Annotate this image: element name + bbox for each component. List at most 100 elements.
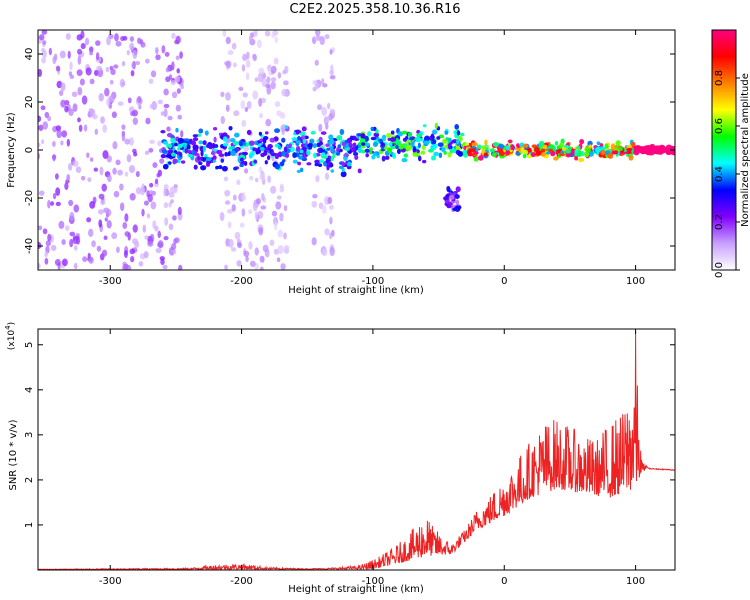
spectrogram-cell xyxy=(242,92,248,98)
spectrogram-cell xyxy=(420,150,426,155)
spectrogram-cell xyxy=(498,143,505,149)
spectrogram-cell xyxy=(188,138,193,143)
spectrogram-cell xyxy=(230,247,237,252)
spectrogram-cell xyxy=(230,145,236,150)
spectrogram-cell xyxy=(299,131,306,137)
spectrogram-cell xyxy=(274,36,279,43)
spectrogram-cell xyxy=(129,248,136,255)
spectrogram-cell xyxy=(163,108,168,118)
spectrogram-cell xyxy=(296,129,302,134)
y-tick-label: 2 xyxy=(24,477,35,483)
spectrogram-cell xyxy=(259,146,265,151)
spectrogram-cell xyxy=(430,145,434,150)
colorbar-label: Normalized spectral amplitude xyxy=(740,73,750,227)
spectrogram-cell xyxy=(169,186,176,194)
spectrogram-cell xyxy=(177,137,184,144)
spectrogram-cell xyxy=(538,140,545,147)
spectrogram-cell xyxy=(244,106,249,113)
spectrogram-cell xyxy=(148,78,154,85)
spectrogram-cell xyxy=(340,171,347,178)
spectrogram-cell xyxy=(421,159,427,164)
spectrogram-cell xyxy=(141,208,145,217)
spectrogram-cell xyxy=(94,128,99,135)
spectrogram-cell xyxy=(276,195,282,200)
spectrogram-cell xyxy=(331,229,335,237)
spectrogram-cell xyxy=(200,165,207,171)
spectrogram-cell xyxy=(144,235,149,240)
spectrogram-cell xyxy=(256,39,262,49)
spectrogram-cell xyxy=(447,151,452,158)
spectrogram-cell xyxy=(138,261,144,267)
spectrogram-cell xyxy=(132,49,138,59)
spectrogram-cell xyxy=(55,201,61,207)
spectrogram-cell xyxy=(434,122,439,129)
spectrogram-cell xyxy=(168,161,172,165)
spectrogram-cell xyxy=(101,249,108,257)
spectrogram-cell xyxy=(530,152,536,158)
spectrogram-cell xyxy=(171,61,175,71)
spectrogram-cell xyxy=(166,126,171,132)
spectrogram-cell xyxy=(177,206,182,215)
spectrogram-cell xyxy=(165,67,170,73)
spectrogram-cell xyxy=(192,137,199,142)
spectrogram-cell xyxy=(299,167,304,173)
spectrogram-cell xyxy=(407,131,413,138)
spectrogram-cell xyxy=(454,123,460,130)
spectrogram-cell xyxy=(76,69,83,77)
spectrogram-cell xyxy=(244,168,249,174)
spectrogram-cell xyxy=(177,114,183,120)
spectrogram-cell xyxy=(452,207,458,212)
spectrogram-cell xyxy=(38,263,41,269)
colorbar-tick-label: 0.6 xyxy=(714,118,725,134)
spectrogram-cell xyxy=(267,175,272,184)
spectrogram-cell xyxy=(631,141,636,148)
spectrogram-cell xyxy=(351,147,356,153)
spectrogram-cell xyxy=(213,127,218,131)
spectrogram-cell xyxy=(67,50,71,59)
spectrogram-cell xyxy=(241,64,246,72)
spectrogram-cell xyxy=(595,146,601,154)
spectrogram-cell xyxy=(123,250,128,258)
spectrogram-cell xyxy=(231,204,236,212)
spectrogram-cell xyxy=(312,143,317,149)
spectrogram-cell xyxy=(246,100,252,110)
spectrogram-cell xyxy=(335,152,341,156)
spectrogram-cell xyxy=(454,194,460,199)
spectrogram-cell xyxy=(388,142,393,147)
spectrogram-cell xyxy=(62,258,68,267)
spectrogram-cell xyxy=(220,116,225,124)
spectrogram-cell xyxy=(41,57,46,64)
spectrogram-cell xyxy=(52,192,57,200)
spectrogram-cell xyxy=(162,163,169,170)
spectrogram-cell xyxy=(204,130,209,136)
spectrogram-cell xyxy=(61,130,68,138)
spectrogram-cell xyxy=(259,113,264,119)
spectrogram-cell xyxy=(77,86,83,96)
spectrogram-cell xyxy=(69,238,74,248)
spectrogram-cell xyxy=(364,135,369,142)
spectrogram-cell xyxy=(372,152,378,157)
spectrogram-cell xyxy=(109,95,115,104)
spectrogram-cell xyxy=(102,150,109,159)
spectrogram-cell xyxy=(283,245,289,254)
spectrogram-cell xyxy=(336,147,340,153)
spectrogram-cell xyxy=(428,149,434,153)
snr-series-line xyxy=(38,332,675,570)
spectrogram-cell xyxy=(401,157,408,163)
spectrogram-cell xyxy=(390,130,395,135)
spectrogram-cell xyxy=(65,33,71,40)
spectrogram-cell xyxy=(326,102,331,110)
spectrogram-cell xyxy=(173,186,178,194)
spectrogram-cell xyxy=(60,99,67,108)
spectrogram-cell xyxy=(73,204,80,213)
spectrogram-cell xyxy=(367,131,372,137)
spectrogram-cell xyxy=(326,147,331,151)
spectrogram-cell xyxy=(578,157,585,163)
spectrogram-cell xyxy=(157,230,161,239)
spectrogram-cell xyxy=(279,185,285,193)
spectrogram-cell xyxy=(279,212,284,222)
spectrogram-cell xyxy=(141,183,145,192)
x-tick-label: -300 xyxy=(99,276,122,287)
spectrogram-cell xyxy=(245,72,250,81)
